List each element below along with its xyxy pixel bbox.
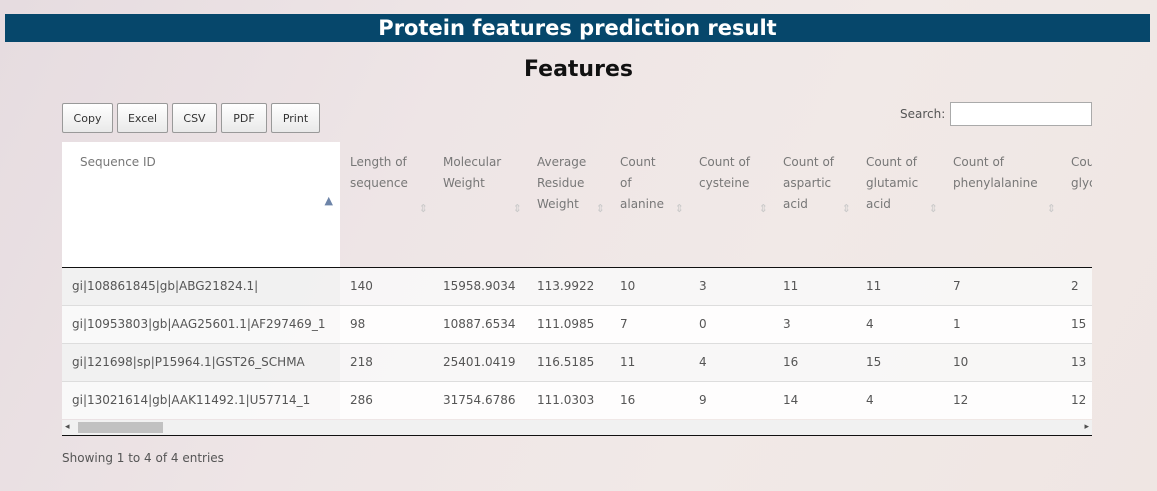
column-header-label: Count of glycine [1071,155,1092,190]
table-cell: 111.0985 [527,304,610,343]
column-header[interactable]: Count of glutamic acid ⇕ [856,142,943,268]
table-cell: 4 [856,380,943,419]
sort-both-icon: ⇕ [595,201,605,215]
column-header[interactable]: Sequence ID ▲ [62,142,340,268]
sort-ascending-icon: ▲ [324,193,333,207]
table-body: gi|108861845|gb|ABG21824.1| 140 15958.9034… [62,266,1092,419]
sort-both-icon: ⇕ [841,201,851,215]
table-cell: 10 [943,342,1061,381]
column-header-label: Average Residue Weight [537,155,587,211]
column-header[interactable]: Length of sequence ⇕ [340,142,433,268]
table-cell: 16 [773,342,856,381]
column-header-label: Count of glutamic acid [866,155,919,211]
sort-both-icon: ⇕ [928,201,938,215]
table-cell: 11 [856,266,943,305]
table-cell: 3 [689,266,773,305]
table-row: gi|13021614|gb|AAK11492.1|U57714_1 286 317… [62,380,1092,419]
column-header-label: Sequence ID [80,155,156,169]
export-buttons: Copy Excel CSV PDF Print [62,103,324,133]
table-cell: 7 [610,304,689,343]
scroll-left-arrow-icon[interactable]: ◂ [65,422,70,432]
table-cell: 2 [1061,266,1092,305]
column-header[interactable]: Count of alanine ⇕ [610,142,689,268]
table-cell: 140 [340,266,433,305]
table-cell: 4 [856,304,943,343]
column-header-label: Count of aspartic acid [783,155,835,211]
column-header-label: Count of cysteine [699,155,751,190]
column-header[interactable]: Count of aspartic acid ⇕ [773,142,856,268]
table-cell: 0 [689,304,773,343]
column-header-label: Count of alanine [620,155,664,211]
table-cell: 12 [943,380,1061,419]
sort-both-icon: ⇕ [512,201,522,215]
table-cell: 25401.0419 [433,342,527,381]
table-cell: 16 [610,380,689,419]
table-cell: 15 [1061,304,1092,343]
csv-button[interactable]: CSV [172,103,217,133]
pdf-button[interactable]: PDF [221,103,267,133]
table-cell: 15958.9034 [433,266,527,305]
copy-button[interactable]: Copy [62,103,113,133]
table-cell: 7 [943,266,1061,305]
features-table: Sequence ID ▲ Length of sequence ⇕ Molecular… [62,142,1092,419]
scrollbar-thumb[interactable] [78,422,163,433]
column-header[interactable]: Molecular Weight ⇕ [433,142,527,268]
excel-button[interactable]: Excel [117,103,168,133]
table-cell: gi|108861845|gb|ABG21824.1| [62,266,340,305]
column-header[interactable]: Count of cysteine ⇕ [689,142,773,268]
horizontal-scrollbar[interactable]: ◂ ▸ [62,420,1092,436]
table-cell: 31754.6786 [433,380,527,419]
table-cell: 1 [943,304,1061,343]
table-cell: 11 [610,342,689,381]
features-heading: Features [524,57,633,82]
sort-both-icon: ⇕ [674,201,684,215]
table-cell: 10 [610,266,689,305]
features-table-container: Sequence ID ▲ Length of sequence ⇕ Molecular… [62,142,1092,420]
table-cell: 113.9922 [527,266,610,305]
table-cell: 286 [340,380,433,419]
table-cell: 98 [340,304,433,343]
table-cell: 9 [689,380,773,419]
print-button[interactable]: Print [271,103,320,133]
table-cell: 218 [340,342,433,381]
table-cell: 15 [856,342,943,381]
column-header[interactable]: Average Residue Weight ⇕ [527,142,610,268]
table-cell: gi|10953803|gb|AAG25601.1|AF297469_1 [62,304,340,343]
column-header[interactable]: Count of glycine⇕ [1061,142,1092,268]
table-row: gi|121698|sp|P15964.1|GST26_SCHMA 218 2540… [62,342,1092,381]
table-cell: 14 [773,380,856,419]
column-header-label: Molecular Weight [443,155,502,190]
table-cell: 4 [689,342,773,381]
column-header-label: Count of phenylalanine [953,155,1038,190]
table-row: gi|10953803|gb|AAG25601.1|AF297469_1 98 10… [62,304,1092,343]
table-cell: 11 [773,266,856,305]
table-cell: gi|121698|sp|P15964.1|GST26_SCHMA [62,342,340,381]
sort-both-icon: ⇕ [758,201,768,215]
table-cell: 12 [1061,380,1092,419]
table-cell: 13 [1061,342,1092,381]
table-cell: 3 [773,304,856,343]
table-row: gi|108861845|gb|ABG21824.1| 140 15958.9034… [62,266,1092,305]
table-info: Showing 1 to 4 of 4 entries [62,451,224,465]
table-cell: 116.5185 [527,342,610,381]
table-cell: 111.0303 [527,380,610,419]
page-banner: Protein features prediction result [5,14,1150,42]
search-input[interactable] [950,102,1092,126]
search-label: Search: [900,107,946,121]
column-header-label: Length of sequence [350,155,408,190]
sort-both-icon: ⇕ [418,201,428,215]
table-cell: gi|13021614|gb|AAK11492.1|U57714_1 [62,380,340,419]
scroll-right-arrow-icon[interactable]: ▸ [1084,422,1089,432]
column-header[interactable]: Count of phenylalanine ⇕ [943,142,1061,268]
sort-both-icon: ⇕ [1046,201,1056,215]
table-header-row: Sequence ID ▲ Length of sequence ⇕ Molecular… [62,142,1092,268]
table-cell: 10887.6534 [433,304,527,343]
